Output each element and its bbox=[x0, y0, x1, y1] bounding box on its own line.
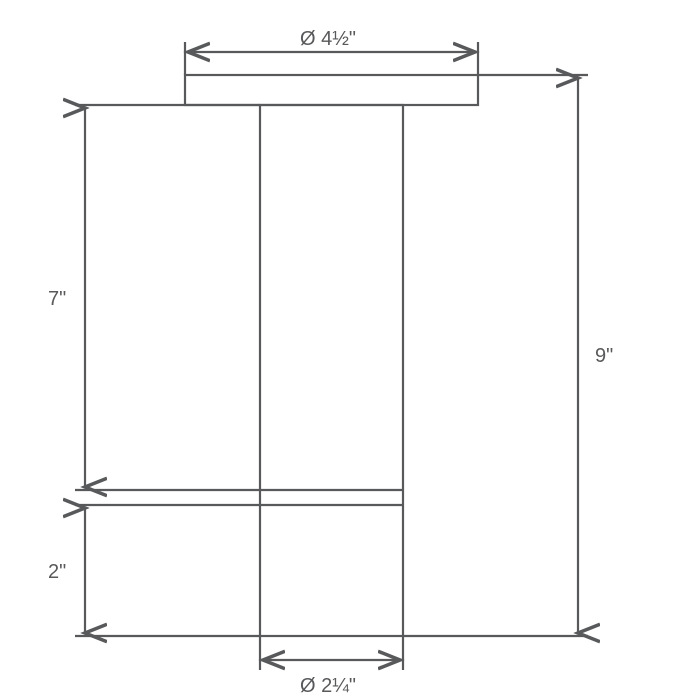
dim-right-full-label: 9" bbox=[595, 345, 613, 367]
dim-left-lower: 2" bbox=[48, 505, 260, 636]
dim-left-upper-label: 7" bbox=[48, 288, 66, 310]
dimension-drawing: Ø 4½" Ø 2¼" 7" 2" 9" bbox=[0, 0, 700, 700]
fixture-body bbox=[260, 105, 403, 636]
dim-right-full: 9" bbox=[403, 75, 613, 636]
dim-left-lower-label: 2" bbox=[48, 561, 66, 583]
dim-top-width: Ø 4½" bbox=[185, 28, 478, 75]
dim-top-width-label: Ø 4½" bbox=[300, 28, 356, 50]
fixture-cap bbox=[185, 75, 478, 105]
dim-bottom-width: Ø 2¼" bbox=[260, 636, 403, 697]
dim-bottom-width-label: Ø 2¼" bbox=[300, 675, 356, 697]
dim-left-upper: 7" bbox=[48, 105, 260, 490]
